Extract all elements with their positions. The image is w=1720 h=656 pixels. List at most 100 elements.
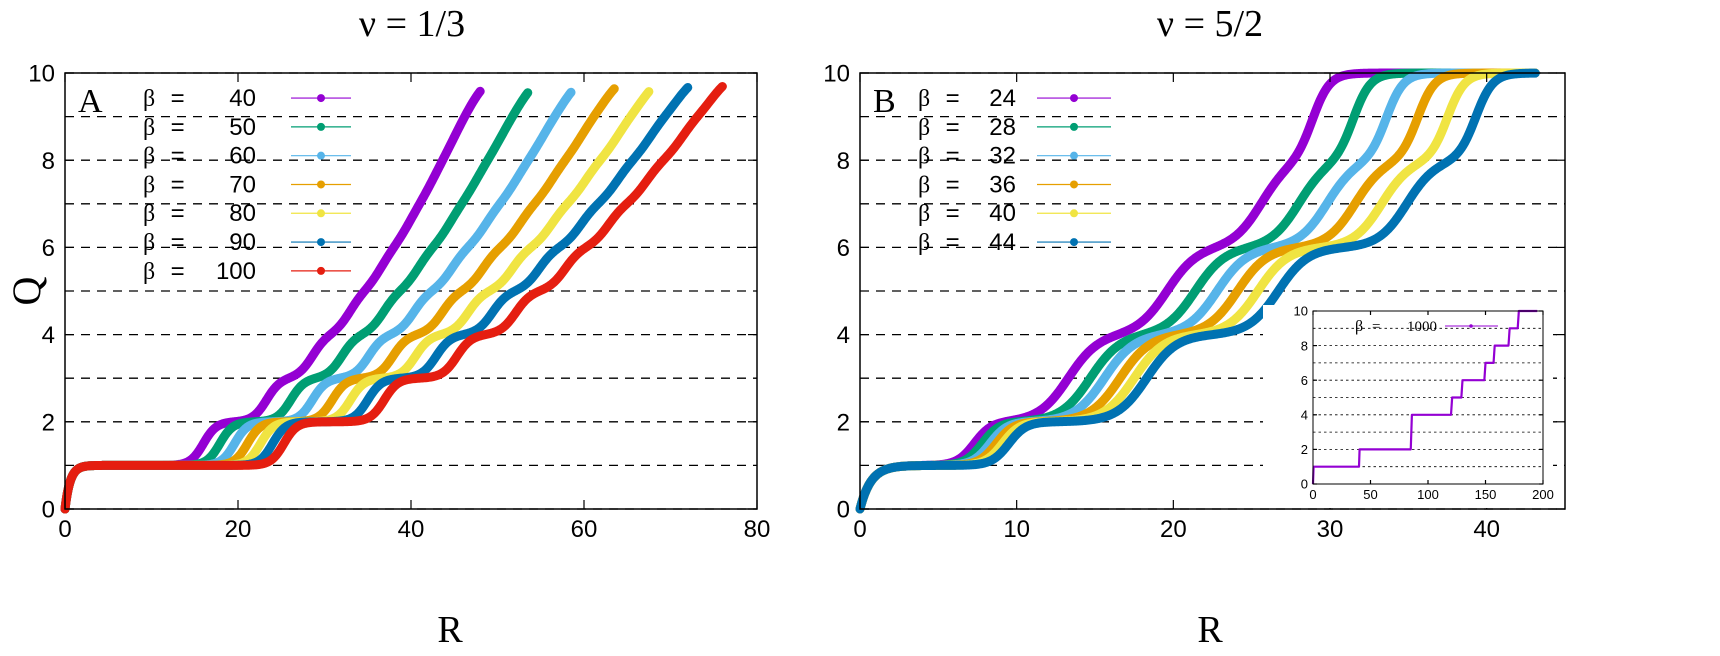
legend-beta-symbol: β bbox=[918, 115, 930, 141]
y-tick-label: 0 bbox=[1301, 477, 1308, 492]
y-tick-label: 2 bbox=[42, 409, 55, 436]
inset-series-line-beta-1000 bbox=[1311, 309, 1538, 485]
legend-beta-value: 90 bbox=[229, 229, 256, 256]
legend-marker bbox=[317, 180, 325, 189]
legend-beta-value: 44 bbox=[989, 229, 1016, 256]
y-tick-label: 4 bbox=[42, 322, 55, 349]
y-tick-label: 6 bbox=[42, 235, 55, 262]
x-tick-label: 150 bbox=[1475, 487, 1497, 502]
inset-background bbox=[1263, 305, 1553, 508]
legend-beta-value: 36 bbox=[989, 171, 1016, 198]
panel-a-title: ν = 1/3 bbox=[359, 3, 465, 45]
legend-beta-value: 32 bbox=[989, 143, 1016, 170]
legend-marker bbox=[317, 209, 325, 218]
y-tick-label: 0 bbox=[837, 497, 850, 524]
legend-equals: = bbox=[946, 85, 960, 112]
inset-series bbox=[1311, 309, 1538, 485]
x-tick-label: 10 bbox=[1003, 516, 1030, 543]
legend-beta-value: 80 bbox=[229, 200, 256, 227]
legend-equals: = bbox=[946, 114, 960, 141]
legend-marker bbox=[317, 122, 325, 131]
y-tick-label: 8 bbox=[837, 148, 850, 175]
x-tick-label: 30 bbox=[1317, 516, 1344, 543]
legend-beta-symbol: β bbox=[143, 230, 155, 256]
legend-beta-symbol: β bbox=[143, 86, 155, 112]
series-line-beta-100 bbox=[60, 81, 727, 514]
y-tick-label: 4 bbox=[837, 322, 850, 349]
legend-marker bbox=[317, 151, 325, 160]
x-tick-label: 200 bbox=[1532, 487, 1554, 502]
panel-b-label: B bbox=[873, 83, 896, 120]
inset-ticks: 0 50 100 150 200 0 2 4 6 8 10 bbox=[1294, 304, 1554, 502]
y-tick-label: 2 bbox=[837, 409, 850, 436]
legend-marker bbox=[1070, 238, 1078, 247]
legend-equals: = bbox=[171, 85, 185, 112]
panel-b-inset: 0 50 100 150 200 0 2 4 6 8 10 β = 1000 bbox=[1263, 304, 1554, 508]
y-tick-label: 2 bbox=[1301, 442, 1308, 457]
legend-beta-value: 50 bbox=[229, 114, 256, 141]
legend-equals: = bbox=[171, 114, 185, 141]
legend-beta-value: 28 bbox=[989, 114, 1016, 141]
legend-beta-symbol: β bbox=[143, 259, 155, 285]
inset-legend-equals: = bbox=[1372, 319, 1380, 335]
legend-marker bbox=[1070, 209, 1078, 218]
legend-marker bbox=[1070, 151, 1078, 160]
y-tick-label: 10 bbox=[1294, 304, 1308, 319]
panel-a-label: A bbox=[78, 83, 103, 120]
inset-legend-beta-symbol: β bbox=[1355, 318, 1363, 335]
x-tick-label: 0 bbox=[1309, 487, 1316, 502]
legend-marker bbox=[317, 266, 325, 275]
legend-equals: = bbox=[946, 229, 960, 256]
panel-b-series bbox=[855, 68, 1540, 514]
x-tick-label: 50 bbox=[1363, 487, 1377, 502]
panel-a-grid bbox=[65, 72, 757, 510]
y-tick-label: 8 bbox=[1301, 338, 1308, 353]
legend-beta-value: 40 bbox=[989, 200, 1016, 227]
y-tick-label: 6 bbox=[837, 235, 850, 262]
y-tick-label: 10 bbox=[28, 61, 55, 88]
panel-a-legend: β = 40 β = 50 β = 60 β = 70 β = 80 β = 90 β = 100 bbox=[143, 85, 351, 285]
x-tick-label: 0 bbox=[853, 516, 866, 543]
legend-marker bbox=[1070, 94, 1078, 103]
panel-b-title: ν = 5/2 bbox=[1157, 3, 1263, 45]
y-tick-label: 8 bbox=[42, 148, 55, 175]
legend-equals: = bbox=[171, 258, 185, 285]
panel-a-ticks: 0 20 40 60 80 0 2 4 6 8 10 bbox=[28, 61, 770, 543]
legend-beta-value: 70 bbox=[229, 171, 256, 198]
panel-b-frame bbox=[859, 72, 1566, 510]
legend-beta-value: 24 bbox=[989, 85, 1016, 112]
panel-a-xlabel: R bbox=[437, 609, 463, 651]
legend-beta-value: 100 bbox=[216, 258, 256, 285]
panel-b-xlabel: R bbox=[1197, 609, 1223, 651]
y-tick-label: 4 bbox=[1301, 407, 1308, 422]
legend-marker bbox=[1070, 122, 1078, 131]
legend-equals: = bbox=[171, 171, 185, 198]
y-tick-label: 6 bbox=[1301, 373, 1308, 388]
inset-legend: β = 1000 bbox=[1355, 318, 1498, 335]
y-tick-label: 0 bbox=[42, 497, 55, 524]
x-tick-label: 100 bbox=[1417, 487, 1439, 502]
legend-beta-symbol: β bbox=[143, 115, 155, 141]
legend-beta-symbol: β bbox=[143, 172, 155, 198]
x-tick-label: 20 bbox=[1160, 516, 1187, 543]
legend-beta-value: 40 bbox=[229, 85, 256, 112]
y-tick-label: 10 bbox=[823, 61, 850, 88]
x-tick-label: 20 bbox=[225, 516, 252, 543]
x-tick-label: 40 bbox=[1473, 516, 1500, 543]
legend-beta-symbol: β bbox=[918, 172, 930, 198]
panel-b-legend: β = 24 β = 28 β = 32 β = 36 β = 40 β = 44 bbox=[918, 85, 1111, 256]
series-line-beta-90 bbox=[60, 82, 693, 514]
legend-beta-symbol: β bbox=[918, 230, 930, 256]
inset-legend-marker bbox=[1469, 324, 1473, 328]
legend-beta-value: 60 bbox=[229, 143, 256, 170]
legend-equals: = bbox=[946, 171, 960, 198]
x-tick-label: 60 bbox=[571, 516, 598, 543]
legend-beta-symbol: β bbox=[918, 201, 930, 227]
legend-equals: = bbox=[171, 200, 185, 227]
legend-equals: = bbox=[171, 143, 185, 170]
series-line-beta-44 bbox=[855, 68, 1540, 514]
